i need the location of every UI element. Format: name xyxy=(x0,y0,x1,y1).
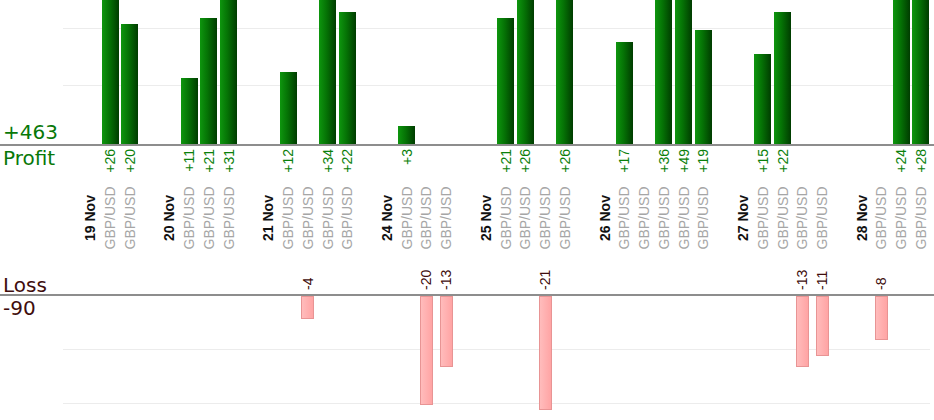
bar-value-label: +11 xyxy=(182,149,196,172)
bar-value-label: -13 xyxy=(795,270,809,290)
bar-value-label: -20 xyxy=(419,270,433,290)
profit-bar xyxy=(754,54,771,144)
symbol-label: GBP/USD xyxy=(400,186,414,249)
symbol-label: GBP/USD xyxy=(301,186,315,249)
bar-value-label: +36 xyxy=(657,149,671,173)
symbol-label: GBP/USD xyxy=(874,186,888,249)
symbol-label: GBP/USD xyxy=(756,186,770,249)
symbol-label: GBP/USD xyxy=(340,186,354,249)
bar-value-label: +19 xyxy=(696,149,710,173)
bar-value-label: +20 xyxy=(123,149,137,173)
date-label: 27 Nov xyxy=(736,195,750,241)
symbol-label: GBP/USD xyxy=(894,186,908,249)
profit-axis-label: Profit xyxy=(3,148,55,168)
symbol-label: GBP/USD xyxy=(123,186,137,249)
symbol-label: GBP/USD xyxy=(677,186,691,249)
bar-value-label: +17 xyxy=(617,149,631,173)
bar-value-label: +28 xyxy=(914,149,928,173)
profit-axis-line xyxy=(0,144,934,146)
symbol-label: GBP/USD xyxy=(657,186,671,249)
profit-bar xyxy=(616,42,633,144)
bar-value-label: +21 xyxy=(499,149,513,173)
symbol-label: GBP/USD xyxy=(419,186,433,249)
loss-bar xyxy=(875,296,888,341)
symbol-label: GBP/USD xyxy=(617,186,631,249)
date-label: 19 Nov xyxy=(83,195,97,241)
bar-value-label: +26 xyxy=(558,149,572,173)
bar-value-label: +49 xyxy=(677,149,691,173)
symbol-label: GBP/USD xyxy=(222,186,236,249)
profit-bar xyxy=(220,0,237,144)
profit-bar xyxy=(912,0,929,144)
profit-bar xyxy=(497,18,514,144)
profit-bar xyxy=(774,12,791,144)
date-label: 24 Nov xyxy=(380,195,394,241)
date-label: 21 Nov xyxy=(261,195,275,241)
loss-total-label: -90 xyxy=(3,298,36,318)
loss-bar xyxy=(420,296,433,405)
bar-value-label: +22 xyxy=(776,149,790,173)
loss-axis-line xyxy=(0,294,934,296)
symbol-label: GBP/USD xyxy=(281,186,295,249)
bar-value-label: -4 xyxy=(301,278,315,290)
bar-value-label: -8 xyxy=(874,278,888,290)
bar-value-label: +12 xyxy=(281,149,295,173)
symbol-label: GBP/USD xyxy=(499,186,513,249)
date-label: 25 Nov xyxy=(479,195,493,241)
loss-bar xyxy=(539,296,552,410)
profit-bar xyxy=(675,0,692,144)
symbol-label: GBP/USD xyxy=(696,186,710,249)
gridline xyxy=(63,403,930,404)
bar-value-label: +15 xyxy=(756,149,770,173)
profit-bar xyxy=(398,126,415,144)
profit-bar xyxy=(655,0,672,144)
symbol-label: GBP/USD xyxy=(103,186,117,249)
loss-bar xyxy=(301,296,314,319)
profit-bar xyxy=(181,78,198,144)
symbol-label: GBP/USD xyxy=(914,186,928,249)
bar-value-label: -13 xyxy=(439,270,453,290)
profit-bar xyxy=(556,0,573,144)
bar-value-label: -21 xyxy=(538,270,552,290)
profit-bar xyxy=(517,0,534,144)
symbol-label: GBP/USD xyxy=(795,186,809,249)
bar-value-label: +34 xyxy=(321,149,335,173)
bar-value-label: +26 xyxy=(103,149,117,173)
symbol-label: GBP/USD xyxy=(439,186,453,249)
symbol-label: GBP/USD xyxy=(637,186,651,249)
bar-value-label: +24 xyxy=(894,149,908,173)
bar-value-label: +3 xyxy=(400,149,414,165)
profit-bar xyxy=(280,72,297,144)
bar-value-label: +21 xyxy=(202,149,216,173)
profit-bar xyxy=(102,0,119,144)
profit-bar xyxy=(200,18,217,144)
date-label: 28 Nov xyxy=(855,195,869,241)
profit-bar xyxy=(319,0,336,144)
loss-axis-label: Loss xyxy=(3,275,47,295)
loss-bar xyxy=(816,296,829,357)
profit-bar xyxy=(695,30,712,144)
date-label: 20 Nov xyxy=(162,195,176,241)
profit-bar xyxy=(893,0,910,144)
date-label: 26 Nov xyxy=(598,195,612,241)
symbol-label: GBP/USD xyxy=(182,186,196,249)
loss-bar xyxy=(440,296,453,368)
bar-value-label: -11 xyxy=(815,271,829,290)
profit-bar xyxy=(121,24,138,144)
symbol-label: GBP/USD xyxy=(776,186,790,249)
symbol-label: GBP/USD xyxy=(202,186,216,249)
bar-value-label: +26 xyxy=(518,149,532,173)
bar-value-label: +22 xyxy=(340,149,354,173)
symbol-label: GBP/USD xyxy=(815,186,829,249)
symbol-label: GBP/USD xyxy=(538,186,552,249)
profit-total-label: +463 xyxy=(3,122,58,142)
bar-value-label: +31 xyxy=(222,149,236,173)
symbol-label: GBP/USD xyxy=(518,186,532,249)
symbol-label: GBP/USD xyxy=(321,186,335,249)
symbol-label: GBP/USD xyxy=(558,186,572,249)
loss-bar xyxy=(796,296,809,368)
profit-bar xyxy=(339,12,356,144)
